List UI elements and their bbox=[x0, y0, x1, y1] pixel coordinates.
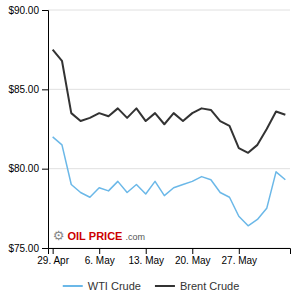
series-group bbox=[53, 50, 286, 226]
plot: 29. Apr 6. May 13. May 20. May 27. May $75.00… bbox=[8, 5, 290, 266]
x-axis: 29. Apr 6. May 13. May 20. May 27. May bbox=[37, 248, 290, 266]
x-tick: 6. May bbox=[85, 248, 115, 266]
tick-mark bbox=[146, 248, 147, 254]
tick-mark bbox=[192, 248, 193, 254]
grid bbox=[48, 10, 290, 248]
tick-mark bbox=[42, 169, 48, 170]
tick-label: $75.00 bbox=[8, 243, 39, 254]
watermark: ⚙OILPRICE.com bbox=[53, 228, 145, 243]
x-tick: 27. May bbox=[222, 248, 258, 266]
annotation: PRICE bbox=[89, 230, 123, 242]
chart: 29. Apr 6. May 13. May 20. May 27. May $75.00… bbox=[0, 0, 302, 300]
tick-label: $85.00 bbox=[8, 84, 39, 95]
tick-mark bbox=[42, 89, 48, 90]
x-tick: 20. May bbox=[175, 248, 211, 266]
axis-line bbox=[42, 11, 49, 249]
y-axis: $75.00 $80.00 $85.00 $90.00 bbox=[8, 5, 48, 254]
tick-mark bbox=[239, 248, 240, 254]
tick-label: $80.00 bbox=[8, 163, 39, 174]
y-tick: $90.00 bbox=[8, 5, 48, 16]
tick-mark bbox=[42, 248, 48, 249]
legend: WTI Crude Brent Crude bbox=[63, 280, 240, 292]
tick-mark bbox=[53, 248, 54, 254]
legend-swatch bbox=[155, 285, 175, 287]
tick-label: 6. May bbox=[85, 255, 115, 266]
tick-label: 29. Apr bbox=[37, 255, 69, 266]
tick-mark bbox=[42, 10, 48, 11]
tick-label: $90.00 bbox=[8, 5, 39, 16]
tick-mark bbox=[99, 248, 100, 254]
tick-label: 27. May bbox=[222, 255, 258, 266]
tick-label: 20. May bbox=[175, 255, 211, 266]
grid-line bbox=[48, 168, 290, 169]
grid-line bbox=[48, 89, 290, 90]
legend-swatch bbox=[63, 285, 83, 287]
legend-label: WTI Crude bbox=[88, 280, 141, 292]
grid-line bbox=[48, 10, 290, 11]
legend-item: WTI Crude bbox=[63, 280, 141, 292]
annotation: .com bbox=[125, 232, 145, 242]
x-tick: 13. May bbox=[128, 248, 164, 266]
x-tick: 29. Apr bbox=[37, 248, 69, 266]
legend-label: Brent Crude bbox=[180, 280, 239, 292]
tick-label: 13. May bbox=[128, 255, 164, 266]
axis-line bbox=[49, 249, 291, 255]
series-line bbox=[53, 50, 286, 153]
y-tick: $80.00 bbox=[8, 163, 48, 174]
y-tick: $85.00 bbox=[8, 84, 48, 95]
legend-item: Brent Crude bbox=[155, 280, 239, 292]
annotation: OIL bbox=[67, 230, 86, 242]
annotation: ⚙ bbox=[53, 228, 65, 243]
y-tick: $75.00 bbox=[8, 243, 48, 254]
